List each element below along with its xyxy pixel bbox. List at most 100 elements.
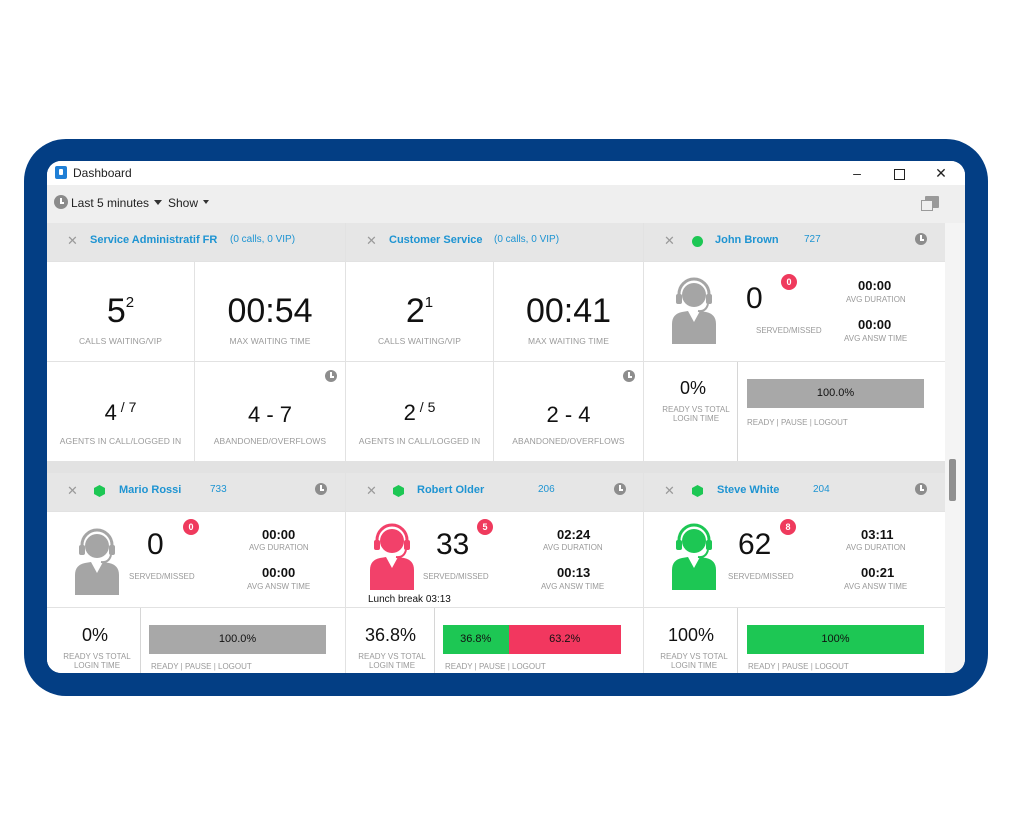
close-icon[interactable]: ✕ [366, 483, 377, 498]
abandoned-label: ABANDONED/OVERFLOWS [213, 436, 327, 446]
close-icon[interactable]: ✕ [67, 483, 78, 498]
queue-info: (0 calls, 0 VIP) [230, 234, 296, 245]
clock-icon[interactable] [315, 483, 327, 495]
agent-headset-icon [75, 528, 119, 595]
queue-name[interactable]: Service Administratif FR [90, 234, 218, 246]
avg-duration-label: AVG DURATION [846, 295, 906, 304]
max-waiting-label: MAX WAITING TIME [229, 336, 311, 346]
ready-pct-value: 0% [680, 378, 707, 398]
chevron-down-icon[interactable] [203, 200, 209, 204]
ready-pause-logout-label: READY | PAUSE | LOGOUT [747, 418, 848, 427]
status-dot-icon [94, 485, 105, 497]
avg-answ-value: 00:21 [861, 565, 895, 580]
agent-name[interactable]: John Brown [715, 234, 779, 246]
ready-label: READY VS TOTAL [660, 652, 728, 661]
abandoned-tile: 4 - 7 ABANDONED/OVERFLOWS [195, 362, 345, 461]
agent-stats-tile: 0 0 SERVED/MISSED 00:00 AVG DURATION 00:… [644, 262, 945, 361]
calls-waiting-value: 5 [106, 292, 126, 330]
clock-icon[interactable] [614, 483, 626, 495]
agent-ready-tile: 100% READY VS TOTAL LOGIN TIME 100% READY… [644, 608, 945, 673]
agent-ready-tile: 0% READY VS TOTAL LOGIN TIME 100.0% READY… [644, 362, 945, 461]
avg-duration-label: AVG DURATION [846, 543, 906, 552]
ready-pause-logout-bar: 100% [747, 625, 924, 654]
missed-badge: 0 [781, 274, 797, 290]
bar-segment: 36.8% [443, 625, 509, 654]
agent-stats-tile: 33 5 SERVED/MISSED Lunch break 03:13 02:… [346, 512, 643, 607]
status-dot-icon [692, 485, 703, 497]
avg-answ-label: AVG ANSW TIME [844, 334, 908, 343]
avg-answ-value: 00:13 [557, 565, 591, 580]
time-filter-dropdown[interactable]: Last 5 minutes [71, 196, 150, 210]
maximize-button[interactable] [879, 163, 919, 183]
avg-duration-label: AVG DURATION [249, 543, 309, 552]
agent-name[interactable]: Robert Older [417, 484, 485, 496]
agent-extension: 206 [538, 484, 555, 495]
clock-icon[interactable] [325, 370, 337, 382]
queue-header: ✕ Service Administratif FR (0 calls, 0 V… [47, 223, 345, 261]
bar-segment: 63.2% [508, 625, 621, 654]
calls-vip-value: 1 [424, 294, 434, 311]
agent-name[interactable]: Mario Rossi [119, 484, 182, 496]
show-dropdown[interactable]: Show [168, 196, 199, 210]
bar-segment: 100% [747, 625, 924, 654]
agents-in-call-value: 2 [403, 400, 416, 425]
app-icon [55, 166, 67, 179]
scrollbar-thumb[interactable] [949, 459, 956, 501]
status-dot-icon [393, 485, 404, 497]
status-dot-icon [692, 236, 703, 247]
agent-extension: 727 [804, 234, 821, 245]
queue-header: ✕ Customer Service (0 calls, 0 VIP) [346, 223, 643, 261]
abandoned-value: 4 - 7 [247, 402, 293, 427]
ready-pct-value: 100% [668, 625, 715, 645]
detach-window-icon[interactable] [921, 196, 939, 211]
ready-pause-logout-bar: 100.0% [747, 379, 924, 408]
chevron-down-icon[interactable] [154, 200, 162, 205]
maximize-icon [893, 168, 905, 180]
agent-stats-tile: 62 8 SERVED/MISSED 03:11 AVG DURATION 00… [644, 512, 945, 607]
close-icon[interactable]: ✕ [664, 233, 675, 248]
clock-icon[interactable] [915, 483, 927, 495]
avg-duration-value: 00:00 [262, 527, 296, 542]
clock-icon[interactable] [915, 233, 927, 245]
avg-duration-value: 03:11 [861, 527, 894, 542]
ready-label: READY VS TOTAL [662, 405, 730, 414]
close-button[interactable]: ✕ [935, 165, 947, 181]
agents-label: AGENTS IN CALL/LOGGED IN [358, 436, 481, 446]
missed-badge: 8 [780, 519, 796, 535]
calls-waiting-label: CALLS WAITING/VIP [377, 336, 462, 346]
queue-name[interactable]: Customer Service [389, 234, 483, 246]
dashboard-window: Dashboard – ✕ Last 5 minutes Show ✕ Serv… [47, 161, 965, 673]
missed-badge: 5 [477, 519, 493, 535]
avg-answ-label: AVG ANSW TIME [844, 582, 908, 591]
avg-answ-value: 00:00 [262, 565, 296, 580]
close-icon[interactable]: ✕ [366, 233, 377, 248]
agent-name[interactable]: Steve White [717, 484, 780, 496]
served-label: SERVED/MISSED [423, 572, 489, 581]
toolbar: Last 5 minutes Show [47, 185, 965, 223]
agent-header: ✕ John Brown 727 [644, 223, 945, 261]
served-label: SERVED/MISSED [728, 572, 794, 581]
avg-duration-value: 02:24 [557, 527, 591, 542]
login-time-label: LOGIN TIME [670, 661, 718, 670]
agent-header: ✕ Mario Rossi 733 [47, 473, 345, 511]
calls-vip-value: 2 [125, 294, 135, 311]
max-waiting-label: MAX WAITING TIME [528, 336, 609, 346]
served-value: 33 [436, 528, 470, 561]
agent-headset-icon [672, 523, 716, 590]
served-label: SERVED/MISSED [129, 572, 195, 581]
max-waiting-tile: 00:41 MAX WAITING TIME [494, 262, 643, 361]
agent-headset-icon [370, 523, 414, 590]
bar-segment: 100.0% [747, 379, 924, 408]
agent-headset-icon [672, 277, 716, 344]
minimize-button[interactable]: – [853, 165, 861, 181]
close-icon[interactable]: ✕ [67, 233, 78, 248]
scrollbar-track[interactable] [945, 223, 965, 673]
ready-pause-logout-bar: 36.8% 63.2% [443, 625, 621, 654]
status-note: Lunch break 03:13 [368, 594, 451, 605]
agent-stats-tile: 0 0 SERVED/MISSED 00:00 AVG DURATION 00:… [47, 512, 345, 607]
clock-icon[interactable] [623, 370, 635, 382]
avg-answ-label: AVG ANSW TIME [247, 582, 311, 591]
close-icon[interactable]: ✕ [664, 483, 675, 498]
login-time-label: LOGIN TIME [672, 414, 720, 423]
calls-waiting-tile: 21 CALLS WAITING/VIP [346, 262, 493, 361]
